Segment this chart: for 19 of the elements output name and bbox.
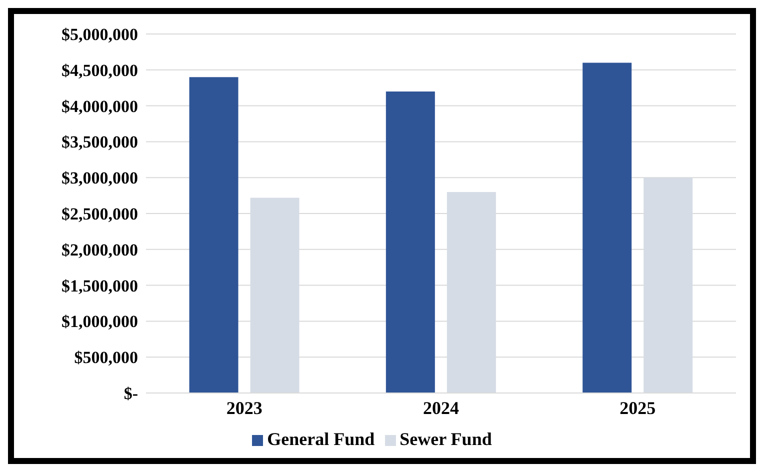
bar bbox=[582, 62, 632, 393]
legend-label: Sewer Fund bbox=[400, 429, 492, 449]
legend-label: General Fund bbox=[267, 429, 375, 449]
y-tick-label: $2,000,000 bbox=[62, 240, 138, 260]
y-tick-label: $1,500,000 bbox=[62, 276, 138, 296]
bar bbox=[189, 77, 238, 393]
y-tick-label: $1,000,000 bbox=[62, 312, 138, 332]
y-tick-label: $4,500,000 bbox=[62, 60, 138, 80]
x-tick-label: 2023 bbox=[226, 398, 262, 418]
x-tick-label: 2025 bbox=[620, 398, 656, 418]
y-tick-label: $500,000 bbox=[74, 348, 138, 368]
y-tick-label: $3,500,000 bbox=[62, 132, 138, 152]
y-tick-label: $3,000,000 bbox=[62, 168, 138, 188]
bar bbox=[386, 91, 435, 393]
y-tick-label: $2,500,000 bbox=[62, 204, 138, 224]
y-tick-label: $- bbox=[124, 384, 138, 404]
y-tick-label: $4,000,000 bbox=[62, 96, 138, 116]
y-tick-label: $5,000,000 bbox=[62, 25, 138, 44]
x-tick-label: 2024 bbox=[423, 398, 459, 418]
